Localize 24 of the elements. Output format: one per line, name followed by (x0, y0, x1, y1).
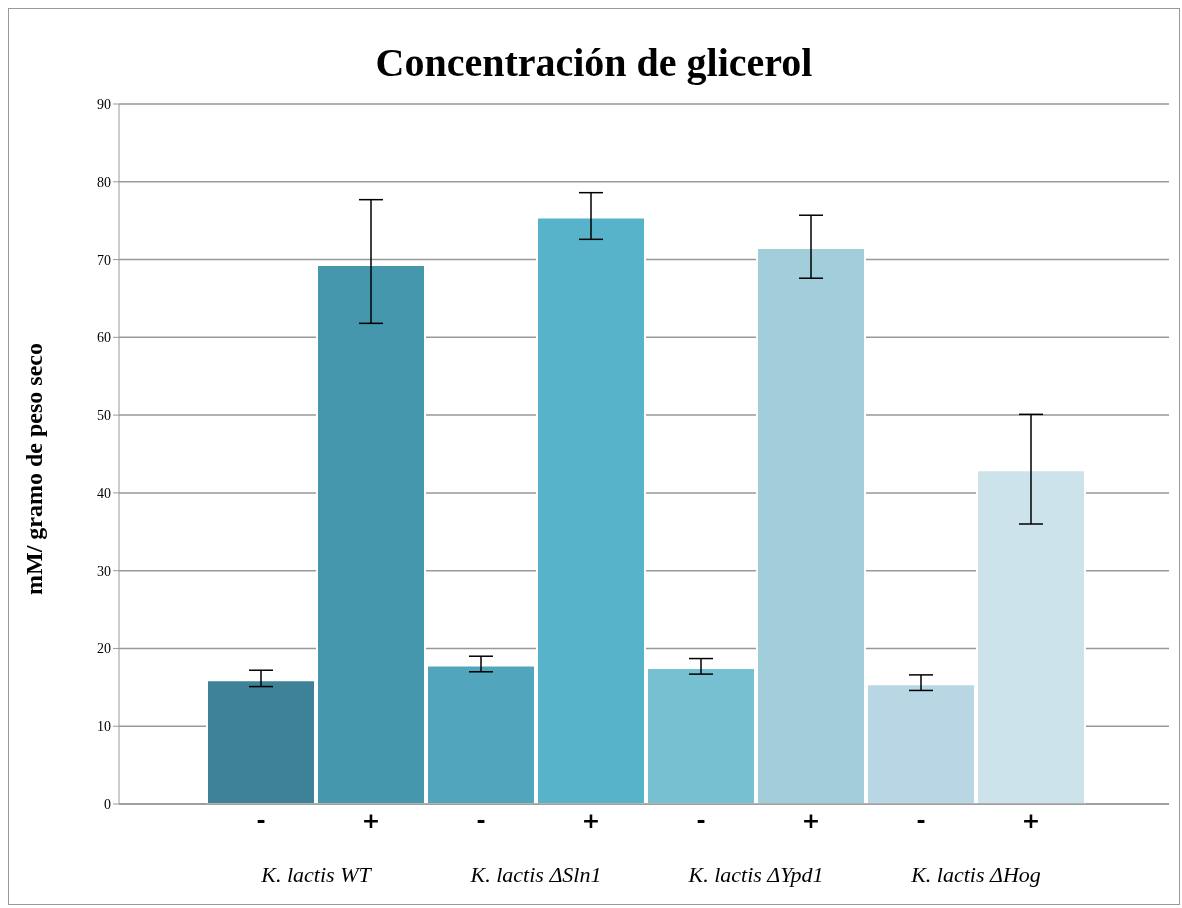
text: K. lactis ΔYpd1 (687, 862, 825, 888)
y-tick-label: 50 (97, 408, 111, 424)
y-tick-label: 10 (97, 719, 111, 735)
y-tick-label: 30 (97, 563, 111, 579)
text: K. lactis WT (260, 862, 373, 888)
y-tick-label: 80 (97, 174, 111, 190)
x-tick-label: + (361, 807, 381, 833)
x-tick-label: - (476, 807, 486, 833)
y-tick-label: 60 (97, 330, 111, 346)
x-tick-label: + (581, 807, 601, 833)
x-tick-label: - (696, 807, 706, 833)
x-tick-label: - (916, 807, 926, 833)
text: K. lactis ΔHog (910, 862, 1042, 888)
y-axis-title: mM/ gramo de peso seco (20, 343, 48, 595)
text: K. lactis ΔSln1 (469, 862, 603, 888)
chart-title: Concentración de glicerol (374, 39, 814, 86)
y-tick-label: 90 (97, 96, 111, 112)
y-tick-label: 0 (104, 796, 111, 812)
x-tick-label: + (801, 807, 821, 833)
y-tick-label: 20 (97, 641, 111, 657)
x-tick-label: + (1021, 807, 1041, 833)
x-tick-label: - (256, 807, 266, 833)
y-tick-label: 40 (97, 485, 111, 501)
y-tick-label: 70 (97, 252, 111, 268)
